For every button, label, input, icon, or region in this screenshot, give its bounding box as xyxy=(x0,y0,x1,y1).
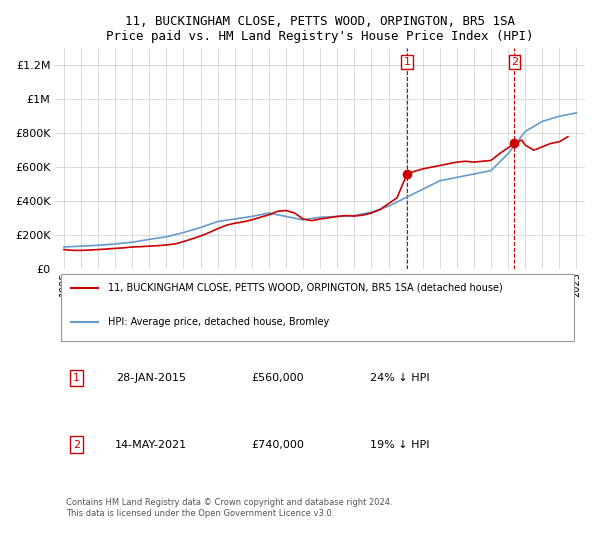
FancyBboxPatch shape xyxy=(61,274,574,341)
Text: 11, BUCKINGHAM CLOSE, PETTS WOOD, ORPINGTON, BR5 1SA (detached house): 11, BUCKINGHAM CLOSE, PETTS WOOD, ORPING… xyxy=(109,283,503,293)
Text: £560,000: £560,000 xyxy=(251,373,304,383)
Text: 24% ↓ HPI: 24% ↓ HPI xyxy=(370,373,430,383)
Text: 19% ↓ HPI: 19% ↓ HPI xyxy=(370,440,430,450)
Text: 2: 2 xyxy=(73,440,80,450)
Text: 2: 2 xyxy=(511,57,518,67)
Text: HPI: Average price, detached house, Bromley: HPI: Average price, detached house, Brom… xyxy=(109,317,329,327)
Text: Contains HM Land Registry data © Crown copyright and database right 2024.
This d: Contains HM Land Registry data © Crown c… xyxy=(66,498,392,517)
Text: 28-JAN-2015: 28-JAN-2015 xyxy=(116,373,185,383)
Text: 14-MAY-2021: 14-MAY-2021 xyxy=(115,440,187,450)
Title: 11, BUCKINGHAM CLOSE, PETTS WOOD, ORPINGTON, BR5 1SA
Price paid vs. HM Land Regi: 11, BUCKINGHAM CLOSE, PETTS WOOD, ORPING… xyxy=(106,15,534,43)
Text: £740,000: £740,000 xyxy=(251,440,304,450)
Text: 1: 1 xyxy=(403,57,410,67)
Text: 1: 1 xyxy=(73,373,80,383)
